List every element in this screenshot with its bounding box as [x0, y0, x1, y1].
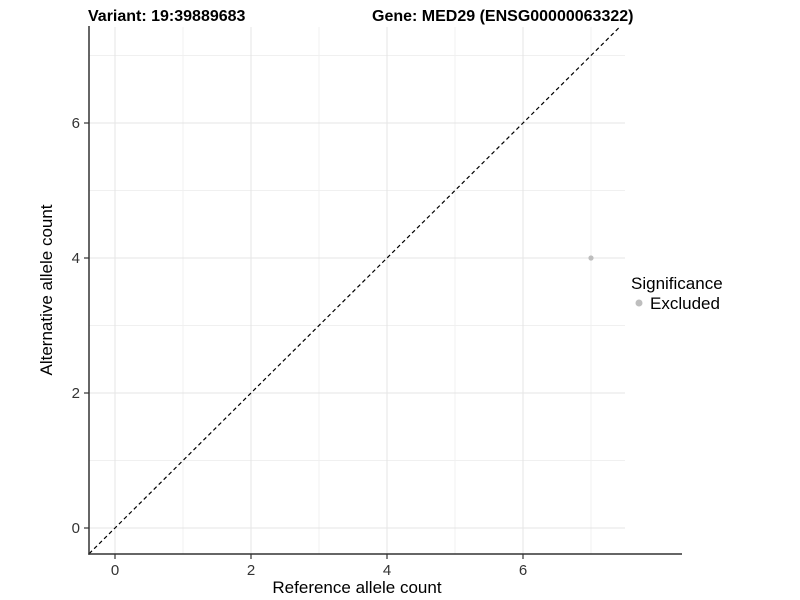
x-axis-title: Reference allele count	[272, 578, 441, 597]
x-tick-label: 4	[383, 562, 391, 579]
legend-label-excluded: Excluded	[650, 294, 720, 313]
y-tick-label: 4	[72, 250, 80, 267]
y-axis-title: Alternative allele count	[37, 204, 56, 375]
legend: Significance Excluded	[631, 274, 723, 313]
x-tick-label: 0	[111, 562, 119, 579]
legend-marker-excluded-icon	[635, 299, 643, 307]
gridlines	[89, 27, 625, 554]
identity-line	[88, 26, 620, 555]
y-tick-label: 2	[72, 385, 80, 402]
data-points	[588, 255, 594, 261]
x-tick-label: 6	[519, 562, 527, 579]
gene-title: Gene: MED29 (ENSG00000063322)	[372, 8, 633, 25]
data-point	[588, 255, 594, 261]
legend-title: Significance	[631, 274, 723, 293]
y-tick-label: 6	[72, 115, 80, 132]
axes: 0 2 4 6 0 2 4 6	[72, 26, 682, 579]
y-tick-label: 0	[72, 520, 80, 537]
x-tick-label: 2	[247, 562, 255, 579]
variant-title: Variant: 19:39889683	[88, 8, 246, 25]
identity-dashed-line	[88, 26, 620, 555]
